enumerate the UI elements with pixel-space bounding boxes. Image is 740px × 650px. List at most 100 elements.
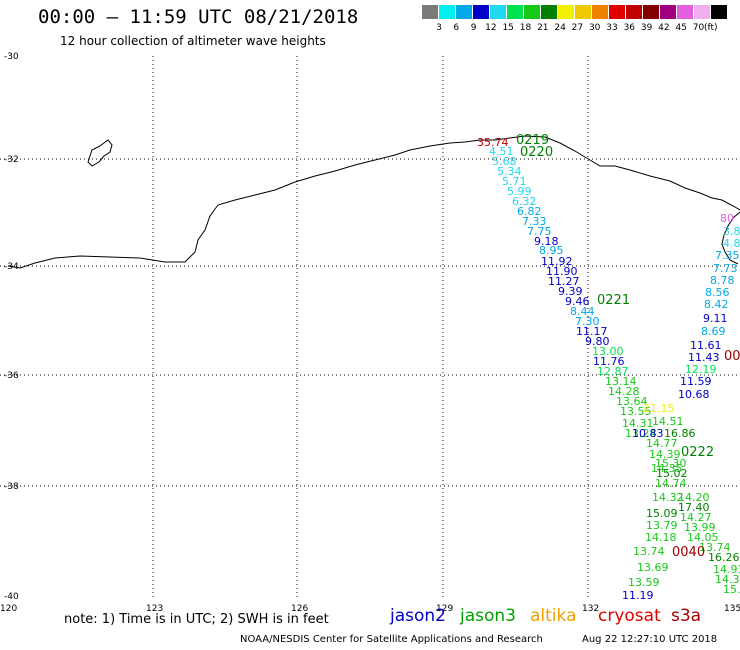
wave-height-reading: 13.74 [633,545,665,558]
color-scale-swatch [626,5,642,19]
wave-height-reading: 8.42 [704,298,729,311]
wave-height-reading: 11.90 [546,265,578,278]
wave-height-reading: 10.83 [632,427,664,440]
latitude-label: -38 [4,482,19,492]
wave-height-reading: 21.15 [643,402,675,415]
wave-height-reading: 14.05 [687,531,719,544]
color-scale-tick: 70 [692,23,705,33]
wave-height-reading: 11.27 [548,275,580,288]
wave-height-reading: 11.59 [680,375,712,388]
legend-entry-jason2: jason2 [390,606,446,626]
wave-height-reading: 13.00 [592,345,624,358]
wave-height-reading: 14.32 [652,491,684,504]
color-scale-swatch [507,5,523,19]
color-scale-tick: 42 [658,23,670,33]
color-scale-tick: 33 [606,23,618,33]
wave-height-reading: 14.31 [622,417,654,430]
wave-height-reading: 14.27 [680,511,712,524]
timestamp-text: Aug 22 12:27:10 UTC 2018 [582,634,718,645]
color-scale-swatch [643,5,659,19]
wave-height-reading: 14.3 [715,573,740,586]
color-scale-swatch [575,5,591,19]
wave-height-reading: 6.32 [512,195,537,208]
wave-height-reading: 8.69 [701,325,726,338]
wave-height-reading: 9.46 [565,295,590,308]
color-scale-swatch [439,5,455,19]
color-scale-tick: 3 [436,23,442,33]
wave-height-reading: 13.24 [625,427,657,440]
wave-height-reading: 35.74 [477,136,509,149]
coastline-east [721,211,740,265]
wave-height-reading: 14.28 [608,385,640,398]
color-scale-swatch [609,5,625,19]
pass-label: 00 [724,349,740,364]
wave-height-reading: 17.40 [678,501,710,514]
color-scale-tick: 6 [453,23,460,33]
coastline [7,135,740,269]
wave-height-reading: 16.86 [664,427,696,440]
wave-height-reading: 14.35 [651,462,683,475]
wave-height-reading: 14.91 [713,563,740,576]
wave-height-reading: 11.19 [622,589,654,602]
wave-height-reading: 7.30 [575,315,600,328]
latitude-label: -32 [4,155,19,165]
color-scale-swatch [558,5,574,19]
wave-height-reading: 11.17 [576,325,608,338]
longitude-label: 129 [436,604,454,614]
wave-height-reading: 13.55 [620,405,652,418]
color-scale-swatch [660,5,676,19]
wave-height-reading: 8.78 [710,274,735,287]
latitude-label: -30 [4,52,19,62]
pass-label: 0222 [681,445,715,460]
wave-height-reading: 14.77 [646,437,678,450]
wave-height-reading: 13.79 [646,519,678,532]
color-scale-tick: 24 [554,23,566,33]
color-scale-swatch [711,5,727,19]
pass-label: 0040 [672,545,706,560]
wave-height-reading: 12.87 [597,365,629,378]
wave-height-reading: 5.34 [497,165,522,178]
wave-height-reading: 16.26 [708,551,740,564]
wave-height-reading: 14.20 [678,491,710,504]
color-scale-tick: 36 [623,23,636,33]
color-scale-swatch [456,5,472,19]
wave-height-reading: 11.61 [690,339,722,352]
wave-height-reading: 8.95 [539,244,564,257]
color-scale-tick: 27 [571,23,584,33]
wave-height-reading: 11.76 [593,355,625,368]
wave-height-reading: 4.8 [723,237,740,250]
color-scale-swatch [473,5,489,19]
wave-height-reading: 13.69 [637,561,669,574]
wave-height-reading: 9.39 [558,285,583,298]
pass-label: 0220 [520,145,554,160]
pass-label: 0219 [516,133,550,148]
color-scale-swatch [490,5,506,19]
wave-height-reading: 14.39 [649,448,681,461]
wave-height-reading: 14.51 [652,415,684,428]
wave-height-reading: 15. [723,583,740,596]
color-scale-tick: 30 [588,23,601,33]
color-scale-tick: 12 [485,23,497,33]
wave-height-reading: 14.74 [655,477,687,490]
color-scale-swatch [677,5,693,19]
wave-height-reading: 3.8 [723,225,740,238]
wave-height-reading: 15.02 [656,467,688,480]
legend-entry-altika: altika [530,606,577,626]
color-scale-swatch [592,5,608,19]
wave-height-reading: 9.80 [585,335,610,348]
color-scale-tick: 39 [640,23,653,33]
legend-entry-s3a: s3a [671,606,702,626]
color-scale-tick: 21 [537,23,549,33]
wave-height-reading: 10.68 [678,388,710,401]
color-scale-swatch [422,5,438,19]
wave-height-reading: 13.59 [628,576,660,589]
wave-height-reading: 13.99 [684,521,716,534]
color-scale-swatch [541,5,557,19]
graticule [0,56,740,598]
wave-height-reading: 7.73 [713,262,738,275]
latitude-label: -34 [4,262,19,272]
wave-height-reading: 9.11 [703,312,728,325]
longitude-label: 120 [0,604,18,614]
